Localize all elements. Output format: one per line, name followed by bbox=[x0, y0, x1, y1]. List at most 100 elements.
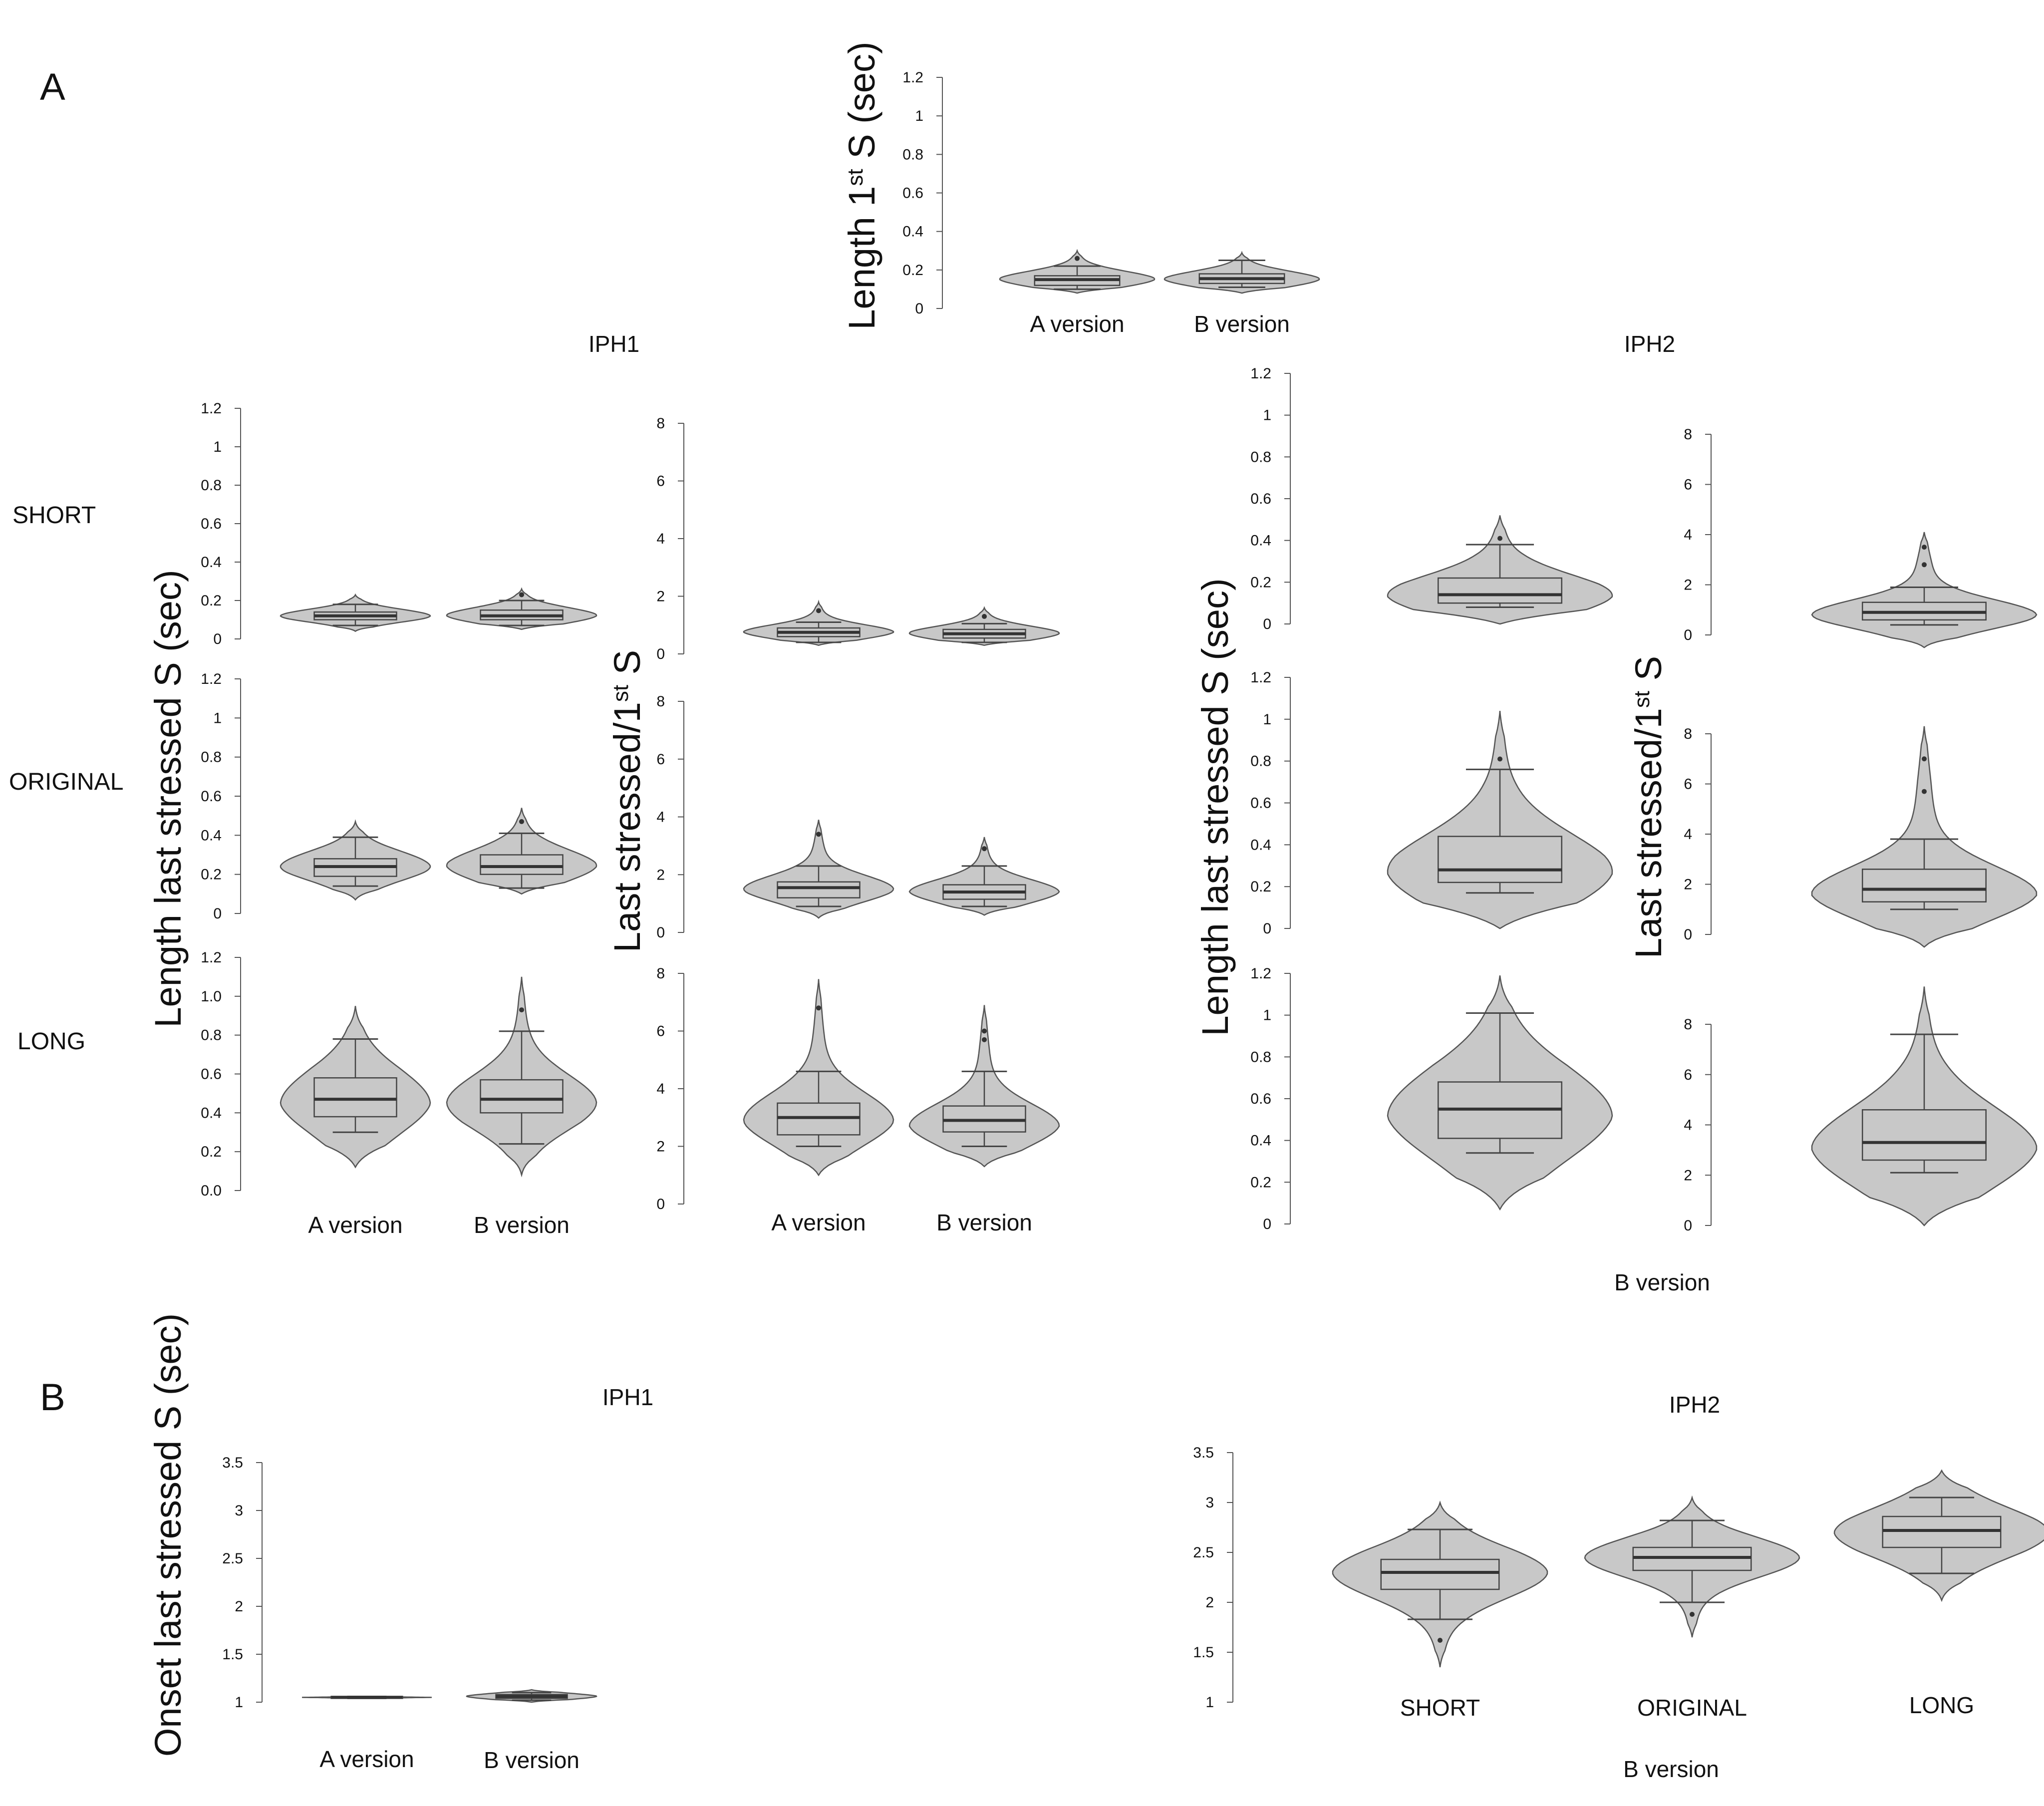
y-tick-label-iph1_short_len-2: 0.4 bbox=[201, 554, 222, 571]
box-iph2_orig_len-0 bbox=[1438, 836, 1562, 884]
y-tick-label-iph1_short_len-0: 0 bbox=[213, 631, 222, 647]
y-tick-label-iph2_orig_len-2: 0.4 bbox=[1250, 837, 1271, 853]
y-tick-label-iph2_orig_ratio-0: 0 bbox=[1684, 926, 1692, 943]
y-tick-label-onset_iph1-2: 2 bbox=[235, 1598, 243, 1615]
chart-iph1_short_len: 0 0.2 0.4 0.6 0.8 1 1.2 bbox=[201, 400, 597, 647]
y-tick-label-onset_iph1-1: 1.5 bbox=[222, 1646, 243, 1663]
y-tick-label-iph1_orig_len-4: 0.8 bbox=[201, 749, 222, 766]
y-axis-title-ratio-iph1: Last stressed/1st S bbox=[606, 650, 648, 952]
y-tick-label-iph1_long_ratio-3: 6 bbox=[656, 1023, 665, 1040]
box-iph1_orig_len-1 bbox=[480, 854, 564, 875]
outlier-iph1_orig_ratio-1-0 bbox=[982, 846, 987, 852]
y-axis-title-onset: Onset last stressed S (sec) bbox=[147, 1313, 189, 1757]
chart-onset_iph2: 1 1.5 2 2.5 3 3.5 bbox=[1193, 1445, 2044, 1711]
box-iph1_long_len-0 bbox=[313, 1077, 397, 1118]
y-tick-label-iph1_orig_ratio-1: 2 bbox=[656, 867, 665, 883]
y-tick-label-iph1_orig_len-5: 1 bbox=[213, 710, 222, 726]
y-tick-label-onset_iph2-4: 3 bbox=[1205, 1495, 1214, 1511]
x-label-a-version-onset: A version bbox=[319, 1746, 414, 1772]
y-tick-label-iph1_short_ratio-0: 0 bbox=[656, 646, 665, 662]
y-tick-label-iph1_long_len-1: 0.2 bbox=[201, 1144, 222, 1160]
x-title-b-version-onset: B version bbox=[1623, 1756, 1719, 1782]
y-tick-label-first-0: 0 bbox=[915, 301, 923, 317]
box-iph1_orig_ratio-0 bbox=[777, 881, 861, 899]
x-label-short-onset: SHORT bbox=[1400, 1695, 1480, 1721]
box-onset_iph2-0 bbox=[1380, 1558, 1500, 1590]
y-tick-label-iph1_short_ratio-2: 4 bbox=[656, 531, 665, 547]
outlier-first-0-0 bbox=[1075, 256, 1080, 261]
row-label-long: LONG bbox=[17, 1028, 85, 1055]
chart-iph1_short_ratio: 0 2 4 6 8 bbox=[656, 415, 1060, 662]
y-tick-label-iph2_short_ratio-3: 6 bbox=[1684, 477, 1692, 493]
y-tick-label-iph1_long_ratio-2: 4 bbox=[656, 1081, 665, 1097]
y-tick-label-onset_iph2-0: 1 bbox=[1205, 1694, 1214, 1711]
y-tick-label-first-4: 0.8 bbox=[902, 146, 923, 163]
y-tick-label-iph1_short_len-1: 0.2 bbox=[201, 593, 222, 609]
y-tick-label-iph1_short_ratio-4: 8 bbox=[656, 415, 665, 432]
y-tick-label-iph2_short_len-5: 1 bbox=[1263, 407, 1271, 424]
outlier-onset_iph2-1-0 bbox=[1690, 1612, 1695, 1617]
y-tick-label-iph2_long_len-6: 1.2 bbox=[1250, 965, 1271, 982]
y-tick-label-iph1_long_len-2: 0.4 bbox=[201, 1105, 222, 1121]
y-tick-label-first-1: 0.2 bbox=[902, 262, 923, 279]
y-tick-label-iph2_long_len-1: 0.2 bbox=[1250, 1174, 1271, 1191]
chart-iph2_long_ratio: 0 2 4 6 8 bbox=[1684, 986, 2038, 1234]
y-tick-label-iph2_short_len-0: 0 bbox=[1263, 616, 1271, 632]
group-title-iph2-a: IPH2 bbox=[1624, 331, 1675, 357]
y-tick-label-onset_iph1-0: 1 bbox=[235, 1694, 243, 1711]
chart-onset_iph1: 1 1.5 2 2.5 3 3.5 bbox=[222, 1455, 597, 1711]
y-tick-label-iph2_long_len-3: 0.6 bbox=[1250, 1091, 1271, 1107]
chart-iph2_long_len: 0 0.2 0.4 0.6 0.8 1 1.2 bbox=[1250, 965, 1613, 1232]
y-tick-label-first-5: 1 bbox=[915, 108, 923, 124]
x-label-b-version-onset: B version bbox=[484, 1747, 580, 1773]
y-tick-label-iph1_short_len-4: 0.8 bbox=[201, 477, 222, 494]
outlier-iph1_short_ratio-1-0 bbox=[982, 613, 987, 619]
y-tick-label-iph1_long_ratio-1: 2 bbox=[656, 1139, 665, 1155]
y-tick-label-iph1_orig_ratio-0: 0 bbox=[656, 924, 665, 941]
box-iph1_long_len-1 bbox=[480, 1079, 564, 1114]
y-tick-label-iph2_orig_ratio-4: 8 bbox=[1684, 726, 1692, 742]
chart-iph2_short_len: 0 0.2 0.4 0.6 0.8 1 1.2 bbox=[1250, 365, 1613, 632]
y-tick-label-iph2_short_ratio-0: 0 bbox=[1684, 627, 1692, 643]
chart-iph2_orig_len: 0 0.2 0.4 0.6 0.8 1 1.2 bbox=[1250, 669, 1613, 937]
y-tick-label-first-2: 0.4 bbox=[902, 224, 923, 240]
x-label-a-version-iph1-len: A version bbox=[308, 1212, 402, 1238]
y-tick-label-onset_iph2-3: 2.5 bbox=[1193, 1544, 1214, 1561]
chart-iph2_short_ratio: 0 2 4 6 8 bbox=[1684, 426, 2038, 648]
y-tick-label-iph2_short_len-6: 1.2 bbox=[1250, 365, 1271, 382]
y-tick-label-iph2_orig_len-6: 1.2 bbox=[1250, 669, 1271, 686]
y-tick-label-onset_iph1-5: 3.5 bbox=[222, 1455, 243, 1471]
outlier-iph2_orig_ratio-0-0 bbox=[1922, 756, 1927, 762]
outlier-iph1_short_ratio-0-0 bbox=[816, 608, 821, 613]
y-tick-label-iph1_short_ratio-1: 2 bbox=[656, 589, 665, 605]
x-label-a-version-first: A version bbox=[1030, 311, 1124, 337]
y-tick-label-iph2_short_len-3: 0.6 bbox=[1250, 491, 1271, 507]
outlier-iph1_long_len-1-0 bbox=[519, 1007, 524, 1013]
outlier-iph1_orig_len-1-0 bbox=[519, 819, 524, 824]
y-tick-label-iph1_orig_ratio-4: 8 bbox=[656, 693, 665, 710]
y-tick-label-iph1_orig_len-2: 0.4 bbox=[201, 827, 222, 844]
box-iph2_orig_ratio-0 bbox=[1862, 869, 1987, 903]
y-tick-label-iph2_short_len-4: 0.8 bbox=[1250, 449, 1271, 465]
outlier-iph2_short_ratio-0-1 bbox=[1922, 562, 1927, 568]
y-tick-label-iph2_long_len-5: 1 bbox=[1263, 1007, 1271, 1024]
chart-iph1_long_len: 0.0 0.2 0.4 0.6 0.8 1.0 1.2 bbox=[201, 949, 597, 1199]
group-title-iph2-b: IPH2 bbox=[1669, 1392, 1720, 1418]
y-tick-label-iph2_orig_ratio-2: 4 bbox=[1684, 826, 1692, 843]
y-tick-label-iph1_orig_len-1: 0.2 bbox=[201, 867, 222, 883]
x-label-long-onset: LONG bbox=[1909, 1692, 1974, 1718]
outlier-iph1_long_ratio-1-0 bbox=[982, 1028, 987, 1034]
outlier-iph2_short_len-0-0 bbox=[1497, 536, 1502, 541]
y-tick-label-iph2_short_ratio-4: 8 bbox=[1684, 426, 1692, 443]
outlier-iph2_orig_len-0-0 bbox=[1497, 756, 1502, 762]
x-label-original-onset: ORIGINAL bbox=[1637, 1695, 1747, 1721]
y-tick-label-iph1_orig_len-6: 1.2 bbox=[201, 671, 222, 687]
outlier-iph2_short_ratio-0-0 bbox=[1922, 545, 1927, 550]
y-tick-label-iph2_orig_len-0: 0 bbox=[1263, 920, 1271, 937]
y-tick-label-onset_iph2-5: 3.5 bbox=[1193, 1445, 1214, 1461]
y-tick-label-onset_iph2-2: 2 bbox=[1205, 1594, 1214, 1611]
y-tick-label-iph1_orig_len-3: 0.6 bbox=[201, 788, 222, 805]
y-tick-label-iph1_long_len-4: 0.8 bbox=[201, 1027, 222, 1044]
panel-label-a: A bbox=[40, 66, 65, 108]
